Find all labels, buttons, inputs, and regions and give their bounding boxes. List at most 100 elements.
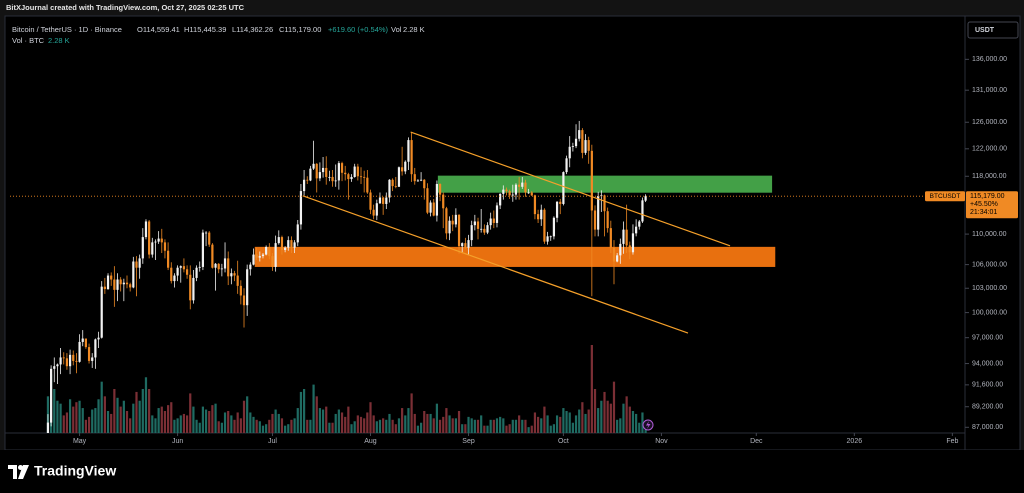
y-tick-label: 94,000.00	[972, 360, 1003, 367]
candle-body	[129, 284, 132, 288]
volume-bar	[53, 389, 56, 433]
candle-body	[407, 140, 410, 162]
candle-body	[391, 179, 394, 187]
last-price: 115,179.00	[970, 193, 1005, 200]
candle-body	[492, 218, 495, 223]
candle-body	[299, 191, 303, 225]
candle-body	[600, 195, 603, 197]
currency[interactable]: USDT	[975, 27, 995, 34]
candle-body	[495, 205, 499, 223]
candle-body	[125, 282, 129, 285]
volume-bar	[347, 406, 350, 433]
candle-body	[378, 197, 382, 204]
volume-bar	[464, 424, 467, 433]
candle-body	[337, 163, 340, 181]
candle-body	[87, 347, 91, 361]
volume-bar	[378, 419, 382, 433]
volume-bar	[344, 416, 347, 433]
y-tick-label: 100,000.00	[972, 309, 1007, 316]
volume-bar	[204, 409, 208, 433]
volume-bar	[492, 419, 495, 433]
candle-body	[331, 176, 334, 182]
candle-body	[619, 243, 622, 256]
volume-bar	[574, 415, 578, 433]
candle-body	[160, 238, 163, 243]
candle-body	[325, 167, 328, 177]
volume-bar	[246, 396, 249, 433]
volume-bar	[230, 415, 233, 433]
y-tick-label: 136,000.00	[972, 56, 1007, 63]
candle-body	[385, 197, 388, 204]
volume-bar	[536, 416, 540, 433]
candle-body	[293, 242, 296, 248]
candle-body	[151, 242, 154, 255]
candle-body	[363, 176, 366, 178]
candle-body	[499, 193, 502, 206]
candle-body	[59, 357, 62, 365]
legend-ohlc: H115,445.39	[184, 25, 226, 34]
volume-bar	[593, 389, 597, 433]
volume-title: Vol · BTC	[12, 36, 45, 45]
candle-body	[201, 232, 205, 267]
volume-bar	[476, 419, 480, 433]
volume-bar	[110, 413, 113, 433]
candle-body	[480, 228, 483, 230]
candle-body	[435, 183, 439, 216]
volume-bar	[321, 409, 325, 433]
volume-bar	[502, 418, 505, 433]
symbol-tag	[925, 191, 965, 202]
candle-body	[217, 263, 220, 270]
volume-bar	[426, 413, 429, 433]
volume-bar	[495, 418, 499, 433]
volume-bar	[435, 403, 439, 433]
x-tick-label: Oct	[558, 438, 569, 445]
volume-bar	[540, 418, 543, 433]
volume-bar	[366, 412, 369, 433]
candle-body	[81, 338, 84, 342]
volume-bar	[122, 400, 125, 433]
volume-bar	[489, 419, 492, 433]
volume-bar	[211, 405, 214, 433]
x-tick-label: May	[73, 438, 87, 445]
candle-body	[261, 254, 265, 257]
candle-body	[185, 269, 189, 275]
candle-body	[388, 179, 391, 198]
volume-bar	[201, 406, 205, 433]
candle-body	[581, 130, 584, 153]
candle-body	[438, 183, 442, 195]
y-tick-label: 110,000.00	[972, 231, 1007, 238]
volume-bar	[584, 413, 587, 433]
candle-body	[68, 354, 72, 367]
volume-bar	[208, 411, 211, 433]
candle-body	[530, 192, 533, 196]
volume-bar	[549, 425, 552, 433]
volume-bar	[160, 406, 163, 433]
volume-bar	[125, 411, 129, 433]
candle-body	[135, 261, 138, 268]
candle-body	[457, 214, 461, 247]
volume-bar	[521, 419, 524, 433]
candle-body	[91, 357, 94, 361]
candle-body	[255, 254, 258, 258]
candle-body	[442, 194, 445, 209]
volume-bar	[154, 418, 157, 433]
volume-bar	[223, 412, 227, 433]
volume-bar	[182, 413, 186, 433]
candle-body	[502, 189, 505, 194]
legend-title: Bitcoin / TetherUS · 1D · Binance	[12, 25, 122, 34]
volume-bar	[404, 415, 407, 433]
currency-box[interactable]	[967, 21, 1019, 39]
volume-bar	[265, 424, 268, 433]
candle-body	[204, 232, 208, 234]
candle-body	[132, 261, 135, 288]
range-change: +45.50%	[970, 201, 998, 208]
volume-bar	[628, 406, 631, 433]
volume-bar	[129, 418, 132, 433]
candle-body	[628, 245, 631, 253]
candle-body	[511, 194, 514, 196]
volume-bar	[508, 424, 511, 433]
volume-bar	[641, 412, 644, 433]
volume-bar	[527, 427, 530, 433]
volume-bar	[56, 400, 59, 433]
